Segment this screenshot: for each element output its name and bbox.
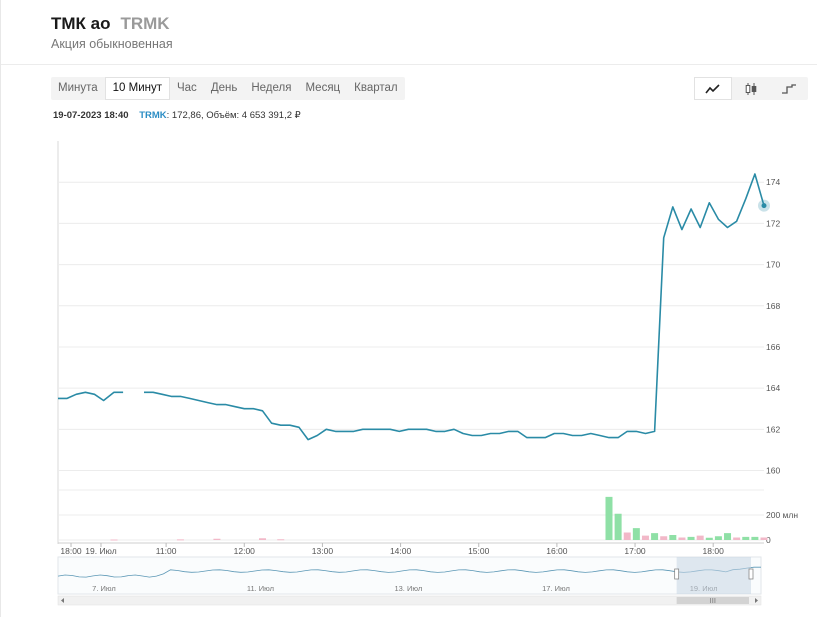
hover-marker	[761, 203, 767, 209]
line-chart-icon	[705, 83, 720, 93]
volume-bar	[605, 496, 613, 540]
scroll-right-arrow-icon	[755, 598, 758, 603]
x-tick-label: 18:00	[60, 546, 82, 556]
x-tick-label: 17:00	[624, 546, 646, 556]
y-tick-label: 160	[766, 466, 780, 476]
y-tick-label: 170	[766, 260, 780, 270]
instrument-type: Акция обыкновенная	[51, 37, 173, 51]
scroll-left-arrow-icon	[61, 598, 64, 603]
scrollbar-track	[57, 595, 762, 606]
line-chart-button[interactable]	[694, 77, 732, 100]
x-tick-label: 16:00	[546, 546, 568, 556]
hover-ticker: TRMK	[139, 110, 167, 121]
instrument-name: ТМК ао	[51, 14, 111, 33]
navigator-label: 11. Июл	[247, 584, 274, 593]
volume-bar	[614, 513, 622, 540]
price-line-segment-1	[144, 173, 765, 441]
y-tick-label: 174	[766, 177, 780, 187]
navigator-left-handle	[674, 568, 680, 580]
navigator-panel	[57, 556, 762, 595]
period-tab-5[interactable]: Месяц	[305, 82, 341, 94]
x-tick-label: 11:00	[156, 546, 177, 556]
volume-bar	[669, 535, 677, 540]
chart-type-selector	[694, 77, 808, 100]
y-tick-label: 172	[766, 218, 780, 228]
x-tick-label: 18:00	[703, 546, 725, 556]
candlestick-chart-button[interactable]	[732, 77, 770, 100]
volume-bar	[687, 536, 695, 540]
navigator-line	[57, 566, 761, 578]
navigator-right-handle	[748, 568, 754, 580]
period-tab-1[interactable]: 10 Минут	[104, 77, 170, 100]
period-tab-0[interactable]: Минута	[58, 82, 98, 94]
candlestick-chart-icon	[745, 82, 757, 95]
volume-bar	[623, 532, 631, 540]
volume-bar	[110, 539, 118, 541]
volume-bar	[751, 536, 759, 540]
volume-bar	[277, 539, 285, 541]
volume-bar	[678, 537, 686, 540]
volume-bar	[651, 533, 659, 540]
x-tick-label: 19. Июл	[85, 546, 116, 556]
period-tab-3[interactable]: День	[210, 82, 238, 94]
price-line-segment-0	[58, 391, 124, 402]
y-tick-label: 162	[766, 424, 780, 434]
volume-bar	[742, 536, 750, 540]
y-tick-label: 168	[766, 301, 780, 311]
header-divider	[1, 64, 817, 65]
step-chart-icon	[782, 83, 796, 94]
volume-bar	[641, 535, 649, 540]
period-tab-6[interactable]: Квартал	[354, 82, 398, 94]
volume-bar	[696, 535, 704, 540]
period-selector: Минута 10 Минут Час День Неделя Месяц Квартал	[51, 77, 405, 100]
volume-bar	[213, 538, 221, 540]
volume-bar	[733, 537, 741, 540]
hover-info: 19-07-2023 18:40 TRMK: 172,86, Объём: 4 …	[53, 110, 301, 121]
navigator-window	[676, 557, 751, 594]
x-tick-label: 12:00	[234, 546, 256, 556]
period-tab-2[interactable]: Час	[177, 82, 197, 94]
step-chart-button[interactable]	[770, 77, 808, 100]
navigator-label: 13. Июл	[394, 584, 422, 593]
x-tick-label: 15:00	[468, 546, 490, 556]
y-tick-label: 166	[766, 342, 780, 352]
navigator-label: 17. Июл	[542, 584, 570, 593]
volume-bar	[632, 528, 640, 540]
x-tick-label: 14:00	[390, 546, 412, 556]
hover-values: : 172,86, Объём: 4 653 391,2 ₽	[166, 110, 301, 121]
volume-bar	[724, 533, 732, 540]
period-tab-4[interactable]: Неделя	[251, 82, 292, 94]
volume-bar	[660, 536, 668, 540]
volume-bar	[714, 536, 722, 540]
navigator-label: 7. Июл	[92, 584, 116, 593]
scrollbar-thumb	[676, 597, 749, 604]
volume-bar	[259, 538, 267, 540]
y-tick-label: 164	[766, 383, 780, 393]
instrument-header: ТМК ао TRMK Акция обыкновенная	[51, 14, 173, 51]
x-tick-label: 13:00	[312, 546, 334, 556]
hover-datetime: 19-07-2023 18:40	[53, 110, 129, 121]
volume-bar	[760, 537, 768, 540]
volume-bar	[705, 537, 713, 540]
volume-tick-label: 0	[766, 535, 771, 545]
instrument-ticker: TRMK	[120, 14, 170, 33]
volume-bar	[176, 539, 184, 541]
volume-tick-label: 200 млн	[766, 510, 798, 520]
scrollbar-grip-label: III	[710, 596, 716, 605]
